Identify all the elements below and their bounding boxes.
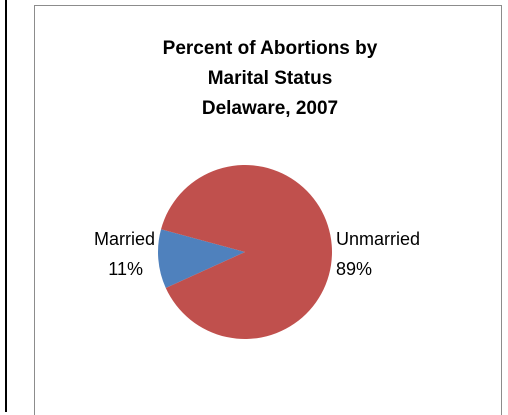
chart-title: Percent of Abortions by Marital Status xyxy=(162,38,378,89)
value-label: 11% xyxy=(108,259,143,279)
frame-line xyxy=(5,0,7,412)
chart-subtitle: Delaware, 2007 xyxy=(201,98,339,119)
value-label: 89% xyxy=(336,259,372,279)
chart-frame xyxy=(34,5,502,415)
pie-slice xyxy=(157,229,245,288)
pie-slice xyxy=(161,164,332,339)
category-label: Unmarried xyxy=(336,229,420,249)
category-label: Married xyxy=(94,229,155,249)
